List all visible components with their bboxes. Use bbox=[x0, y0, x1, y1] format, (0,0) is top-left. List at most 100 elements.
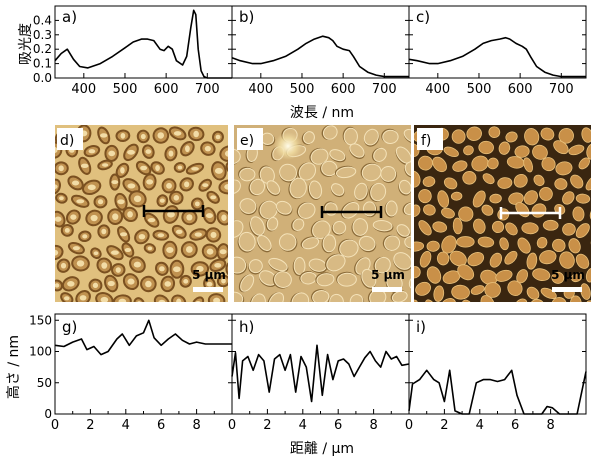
afm-d-scale-text: 5 μm bbox=[192, 268, 226, 282]
afm-f-island bbox=[414, 299, 418, 302]
afm-d-domain-core bbox=[173, 131, 182, 136]
afm-d-domain-core bbox=[93, 251, 99, 256]
afm-e-domain bbox=[329, 293, 344, 302]
afm-d-domain bbox=[191, 296, 205, 302]
afm-d-domain bbox=[225, 161, 228, 178]
afm-f-island bbox=[505, 222, 518, 236]
afm-f-island bbox=[507, 280, 523, 296]
afm-f-island bbox=[450, 191, 463, 201]
afm-f-island bbox=[451, 284, 470, 300]
afm-f-island bbox=[422, 176, 436, 187]
spectrum-panel-a: 400 500 600 700 0.00.10.20.30.4 a) bbox=[33, 5, 233, 97]
afm-d-domain-core bbox=[194, 232, 203, 237]
afm-f-island bbox=[414, 204, 421, 217]
afm-d-domain-core bbox=[58, 165, 64, 172]
afm-e-domain bbox=[239, 198, 257, 214]
afm-e-domain bbox=[403, 202, 411, 215]
afm-f-island bbox=[461, 299, 474, 302]
x-tick-label-b: 400 bbox=[248, 82, 273, 97]
afm-f-island bbox=[529, 299, 545, 302]
afm-d-domain-core bbox=[191, 166, 199, 171]
afm-d-domain-core bbox=[210, 231, 217, 238]
afm-f-island bbox=[419, 250, 432, 268]
afm-d-scale-bar bbox=[193, 287, 223, 292]
plot-frame-b bbox=[231, 5, 410, 79]
afm-e-domain bbox=[398, 179, 411, 195]
afm-f-island bbox=[559, 251, 575, 269]
afm-d-domain-core bbox=[204, 145, 211, 152]
y-tick-label-a: 0.1 bbox=[33, 57, 52, 71]
spectra-y-axis-label: 吸光度 bbox=[18, 23, 34, 65]
afm-e-domain-shadow bbox=[402, 202, 411, 216]
afm-e-domain bbox=[382, 311, 397, 327]
afm-f-island bbox=[578, 157, 590, 170]
afm-d-domain-core bbox=[221, 278, 226, 284]
panel-label-g: g) bbox=[62, 318, 77, 336]
panel-d-label: d) bbox=[60, 133, 74, 149]
afm-d-domain-core bbox=[145, 149, 152, 154]
afm-e-domain bbox=[393, 252, 411, 270]
afm-d-domain-core bbox=[124, 247, 132, 253]
afm-d-domain-core bbox=[127, 278, 135, 285]
afm-e-domain bbox=[259, 200, 278, 220]
afm-e-domain bbox=[268, 257, 288, 272]
afm-f-island bbox=[532, 144, 548, 160]
afm-d-domain bbox=[142, 309, 155, 322]
afm-e-domain bbox=[316, 273, 335, 287]
afm-d-domain-core bbox=[241, 312, 246, 318]
afm-d-domain-core bbox=[221, 214, 227, 221]
afm-e-domain bbox=[249, 178, 266, 196]
afm-d-domain bbox=[133, 297, 145, 302]
afm-e-domain bbox=[380, 165, 397, 182]
afm-e-domain bbox=[312, 290, 330, 302]
afm-d-domain-core bbox=[137, 301, 142, 302]
afm-f-island bbox=[432, 221, 448, 233]
afm-d-domain bbox=[153, 294, 170, 302]
afm-d-domain-core bbox=[193, 130, 199, 138]
afm-f-island bbox=[523, 157, 533, 173]
x-tick-label-a: 700 bbox=[195, 82, 220, 97]
afm-d-domain-core bbox=[76, 260, 85, 267]
afm-d-domain-core bbox=[101, 228, 107, 235]
afm-d-domain-core bbox=[127, 183, 136, 189]
afm-e-domain bbox=[273, 306, 294, 326]
afm-d-domain-core bbox=[60, 262, 67, 269]
afm-e-domain bbox=[261, 306, 274, 326]
afm-f-island bbox=[590, 236, 591, 249]
afm-f-island bbox=[425, 299, 437, 302]
afm-f-island bbox=[554, 178, 568, 190]
afm-e-domain bbox=[234, 291, 244, 302]
panel-f-label: f) bbox=[421, 133, 431, 149]
afm-f-island bbox=[489, 252, 503, 268]
x-tick-label-c: 400 bbox=[425, 82, 450, 97]
afm-d-domain bbox=[218, 179, 228, 195]
afm-d-domain-core bbox=[90, 214, 98, 222]
afm-f-island bbox=[489, 193, 502, 204]
afm-f-island bbox=[532, 268, 551, 281]
afm-f-island bbox=[478, 140, 494, 155]
afm-d-domain-core bbox=[64, 227, 70, 233]
afm-f-island bbox=[570, 174, 584, 189]
afm-d-domain-core bbox=[175, 229, 183, 235]
afm-f-island bbox=[551, 271, 565, 284]
afm-f-island bbox=[481, 204, 494, 216]
afm-d-domain-core bbox=[157, 132, 165, 139]
x-tick-label-g: 2 bbox=[86, 418, 94, 433]
afm-d-domain-core bbox=[127, 211, 133, 218]
afm-d-domain bbox=[200, 307, 216, 324]
afm-d-domain-core bbox=[183, 279, 189, 284]
afm-e-domain bbox=[382, 129, 399, 144]
afm-f-island bbox=[526, 286, 540, 300]
afm-f-island bbox=[542, 219, 559, 231]
afm-d-domain-core bbox=[55, 146, 58, 154]
afm-image-f: f) 5 μm bbox=[414, 125, 591, 302]
afm-d-domain-core bbox=[215, 134, 221, 140]
y-tick-label-a: 0.0 bbox=[33, 71, 52, 85]
afm-image-e: e) 5 μm bbox=[234, 125, 411, 327]
x-tick-label-c: 600 bbox=[508, 82, 533, 97]
afm-e-domain bbox=[384, 235, 401, 251]
afm-d-domain-core bbox=[219, 249, 227, 255]
afm-f-island bbox=[517, 237, 531, 254]
afm-d-domain-core bbox=[140, 165, 148, 171]
x-tick-label-g: 6 bbox=[157, 418, 165, 433]
